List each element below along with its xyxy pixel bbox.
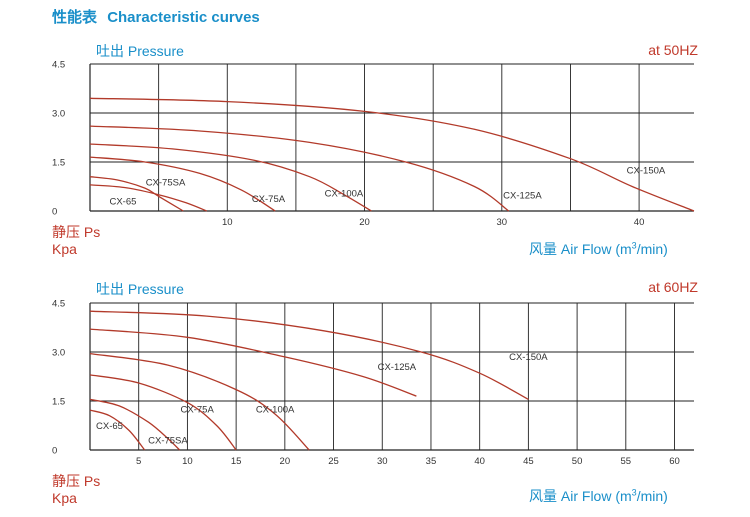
series-line-cx-65	[89, 176, 184, 212]
x-tick-label: 20	[280, 456, 291, 467]
chart2-pressure-title: 吐出 Pressure	[96, 281, 184, 297]
x-tick-label: 55	[621, 456, 632, 467]
x-tick-label: 15	[231, 456, 242, 467]
series-label-cx-75sa: CX-75SA	[146, 178, 186, 189]
x-tick-label: 5	[136, 456, 141, 467]
chart2-yunit: Kpa	[52, 490, 77, 506]
chart1-frequency-label: at 50HZ	[648, 42, 698, 58]
series-label-cx-75a: CX-75A	[252, 194, 286, 205]
series-line-cx-75a	[89, 374, 237, 451]
series-line-cx-75sa	[89, 184, 207, 212]
chart1-yunit: Kpa	[52, 241, 77, 257]
x-tick-label: 40	[474, 456, 485, 467]
series-label-cx-65: CX-65	[109, 196, 136, 207]
series-label-cx-150a: CX-150A	[627, 165, 666, 176]
series-line-cx-65	[89, 409, 146, 451]
y-tick-label: 1.5	[52, 158, 65, 169]
chart1-ylabel: 静压 Ps	[52, 224, 101, 240]
x-tick-label: 25	[328, 456, 339, 467]
series-label-cx-75sa: CX-75SA	[148, 435, 188, 446]
chart2-ylabel: 静压 Ps	[52, 473, 101, 489]
y-tick-label: 4.5	[52, 60, 65, 71]
page-title: 性能表 Characteristic curves	[52, 6, 260, 27]
series-line-cx-125a	[89, 328, 417, 397]
x-tick-label: 50	[572, 456, 583, 467]
x-tick-label: 10	[182, 456, 193, 467]
y-tick-label: 0	[52, 446, 57, 457]
y-tick-label: 0	[52, 207, 57, 218]
series-label-cx-150a: CX-150A	[509, 352, 548, 363]
chart2-xlabel: 风量 Air Flow (m3/min)	[529, 487, 668, 504]
x-tick-label: 35	[426, 456, 437, 467]
chart2-frequency-label: at 60HZ	[648, 279, 698, 295]
x-tick-label: 30	[497, 217, 508, 228]
series-line-cx-100a	[89, 143, 372, 212]
y-tick-label: 3.0	[52, 348, 65, 359]
page-title-en: Characteristic curves	[107, 9, 260, 26]
page-title-cn: 性能表	[52, 9, 98, 26]
x-tick-label: 10	[222, 217, 233, 228]
series-line-cx-125a	[89, 125, 510, 212]
x-tick-label: 30	[377, 456, 388, 467]
series-label-cx-65: CX-65	[96, 421, 123, 432]
series-label-cx-125a: CX-125A	[378, 362, 417, 373]
y-tick-label: 4.5	[52, 299, 65, 310]
x-tick-label: 45	[523, 456, 534, 467]
series-line-cx-150a	[89, 310, 529, 400]
x-tick-label: 40	[634, 217, 645, 228]
chart1-xlabel: 风量 Air Flow (m3/min)	[529, 240, 668, 257]
y-tick-label: 3.0	[52, 109, 65, 120]
x-tick-label: 60	[669, 456, 680, 467]
chart-50hz: 0 1.5 3.0 4.5 10 20 30 40 CX-65 CX-75SA CX-75A CX-1…	[52, 60, 695, 228]
series-label-cx-125a: CX-125A	[503, 191, 542, 202]
series-line-cx-75a	[89, 156, 276, 212]
chart1-pressure-title: 吐出 Pressure	[96, 43, 184, 59]
series-label-cx-100a: CX-100A	[256, 404, 295, 415]
series-label-cx-75a: CX-75A	[181, 404, 215, 415]
series-line-cx-75sa	[89, 398, 181, 451]
series-line-cx-100a	[89, 352, 310, 451]
series-label-cx-100a: CX-100A	[325, 188, 364, 199]
series-line-cx-150a	[89, 97, 695, 212]
y-tick-label: 1.5	[52, 397, 65, 408]
x-tick-label: 20	[359, 217, 370, 228]
